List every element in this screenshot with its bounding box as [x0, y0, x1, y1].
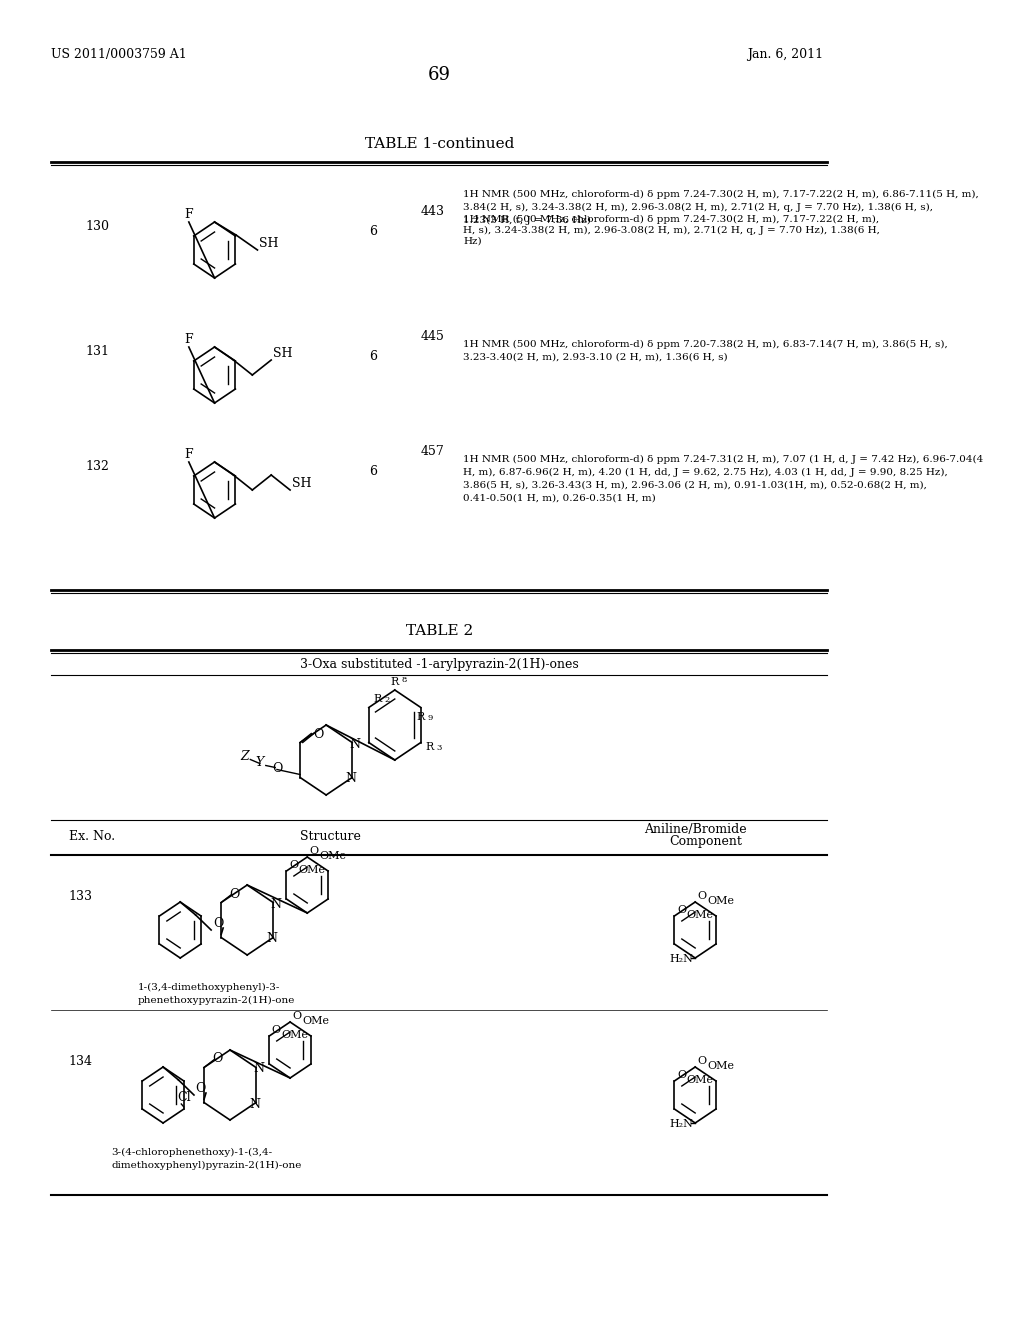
Text: 1H NMR (500 MHz, chloroform-d) δ ppm 7.24-7.30(2 H, m), 7.17-7.22(2 H, m), 6.86-: 1H NMR (500 MHz, chloroform-d) δ ppm 7.2…: [464, 215, 1017, 246]
Text: O: O: [313, 727, 324, 741]
Text: 445: 445: [421, 330, 444, 343]
Text: 443: 443: [421, 205, 444, 218]
Text: 8: 8: [401, 676, 407, 684]
Text: Y: Y: [256, 755, 264, 768]
Text: Ex. No.: Ex. No.: [69, 830, 115, 843]
Text: 3-Oxa substituted -1-arylpyrazin-2(1H)-ones: 3-Oxa substituted -1-arylpyrazin-2(1H)-o…: [300, 657, 579, 671]
Text: Z: Z: [240, 750, 249, 763]
Text: 132: 132: [86, 459, 110, 473]
Text: SH: SH: [259, 238, 279, 249]
Text: 9: 9: [428, 714, 433, 722]
Text: O: O: [677, 1071, 686, 1080]
Text: 1-(3,4-dimethoxyphenyl)-3-: 1-(3,4-dimethoxyphenyl)-3-: [137, 983, 280, 993]
Text: 131: 131: [86, 345, 110, 358]
Text: O: O: [677, 906, 686, 915]
Text: O: O: [310, 846, 318, 855]
Text: F: F: [184, 333, 194, 346]
Text: SH: SH: [292, 477, 311, 490]
Text: N: N: [345, 772, 356, 785]
Text: 3.86(5 H, s), 3.26-3.43(3 H, m), 2.96-3.06 (2 H, m), 0.91-1.03(1H, m), 0.52-0.68: 3.86(5 H, s), 3.26-3.43(3 H, m), 2.96-3.…: [464, 480, 928, 490]
Text: N: N: [254, 1063, 264, 1076]
Text: 3.84(2 H, s), 3.24-3.38(2 H, m), 2.96-3.08(2 H, m), 2.71(2 H, q, J = 7.70 Hz), 1: 3.84(2 H, s), 3.24-3.38(2 H, m), 2.96-3.…: [464, 203, 934, 213]
Text: N: N: [249, 1097, 260, 1110]
Text: dimethoxyphenyl)pyrazin-2(1H)-one: dimethoxyphenyl)pyrazin-2(1H)-one: [112, 1160, 302, 1170]
Text: 0.41-0.50(1 H, m), 0.26-0.35(1 H, m): 0.41-0.50(1 H, m), 0.26-0.35(1 H, m): [464, 494, 656, 503]
Text: 69: 69: [428, 66, 451, 84]
Text: Jan. 6, 2011: Jan. 6, 2011: [746, 48, 823, 61]
Text: 3-(4-chlorophenethoxy)-1-(3,4-: 3-(4-chlorophenethoxy)-1-(3,4-: [112, 1148, 272, 1158]
Text: 1H NMR (500 MHz, chloroform-d) δ ppm 7.24-7.30(2 H, m), 7.17-7.22(2 H, m), 6.86-: 1H NMR (500 MHz, chloroform-d) δ ppm 7.2…: [464, 190, 979, 199]
Text: 2: 2: [384, 697, 389, 705]
Text: O: O: [271, 1026, 281, 1035]
Text: OMe: OMe: [298, 865, 326, 875]
Text: H, m), 6.87-6.96(2 H, m), 4.20 (1 H, dd, J = 9.62, 2.75 Hz), 4.03 (1 H, dd, J = : H, m), 6.87-6.96(2 H, m), 4.20 (1 H, dd,…: [464, 469, 948, 477]
Text: N: N: [270, 898, 282, 911]
Text: Component: Component: [670, 836, 742, 847]
Text: OMe: OMe: [302, 1016, 329, 1026]
Text: Structure: Structure: [300, 830, 361, 843]
Text: 6: 6: [369, 224, 377, 238]
Text: R: R: [373, 694, 381, 705]
Text: R: R: [390, 677, 398, 686]
Text: 1.23(3 H, t, J = 7.56 Hz): 1.23(3 H, t, J = 7.56 Hz): [464, 216, 591, 226]
Text: US 2011/0003759 A1: US 2011/0003759 A1: [51, 48, 187, 61]
Text: F: F: [184, 209, 194, 220]
Text: R: R: [417, 711, 425, 722]
Text: 1H NMR (500 MHz, chloroform-d) δ ppm 7.24-7.31(2 H, m), 7.07 (1 H, d, J = 7.42 H: 1H NMR (500 MHz, chloroform-d) δ ppm 7.2…: [464, 455, 984, 465]
Text: O: O: [293, 1011, 302, 1020]
Text: OMe: OMe: [319, 851, 346, 861]
Text: SH: SH: [273, 347, 293, 360]
Text: 6: 6: [369, 350, 377, 363]
Text: OMe: OMe: [686, 1074, 714, 1085]
Text: OMe: OMe: [282, 1030, 308, 1040]
Text: 6: 6: [369, 465, 377, 478]
Text: O: O: [213, 1052, 223, 1065]
Text: 457: 457: [421, 445, 444, 458]
Text: N: N: [266, 932, 278, 945]
Text: 134: 134: [69, 1055, 92, 1068]
Text: TABLE 2: TABLE 2: [406, 624, 473, 638]
Text: phenethoxypyrazin-2(1H)-one: phenethoxypyrazin-2(1H)-one: [137, 995, 295, 1005]
Text: OMe: OMe: [686, 909, 714, 920]
Text: 133: 133: [69, 890, 92, 903]
Text: 3: 3: [436, 744, 441, 752]
Text: O: O: [196, 1082, 206, 1096]
Text: R: R: [425, 742, 433, 752]
Text: Cl: Cl: [177, 1092, 190, 1104]
Text: OMe: OMe: [708, 896, 734, 906]
Text: O: O: [697, 891, 707, 902]
Text: OMe: OMe: [708, 1061, 734, 1071]
Text: H₂N: H₂N: [670, 1119, 693, 1129]
Text: O: O: [229, 887, 240, 900]
Text: N: N: [349, 738, 360, 751]
Text: H₂N: H₂N: [670, 954, 693, 964]
Text: O: O: [213, 917, 223, 931]
Text: O: O: [272, 763, 283, 776]
Text: O: O: [697, 1056, 707, 1067]
Text: 3.23-3.40(2 H, m), 2.93-3.10 (2 H, m), 1.36(6 H, s): 3.23-3.40(2 H, m), 2.93-3.10 (2 H, m), 1…: [464, 352, 728, 362]
Text: TABLE 1-continued: TABLE 1-continued: [365, 137, 514, 150]
Text: F: F: [184, 447, 194, 461]
Text: O: O: [289, 861, 298, 870]
Text: Aniline/Bromide: Aniline/Bromide: [644, 822, 746, 836]
Text: 1H NMR (500 MHz, chloroform-d) δ ppm 7.20-7.38(2 H, m), 6.83-7.14(7 H, m), 3.86(: 1H NMR (500 MHz, chloroform-d) δ ppm 7.2…: [464, 341, 948, 348]
Text: 130: 130: [86, 220, 110, 234]
